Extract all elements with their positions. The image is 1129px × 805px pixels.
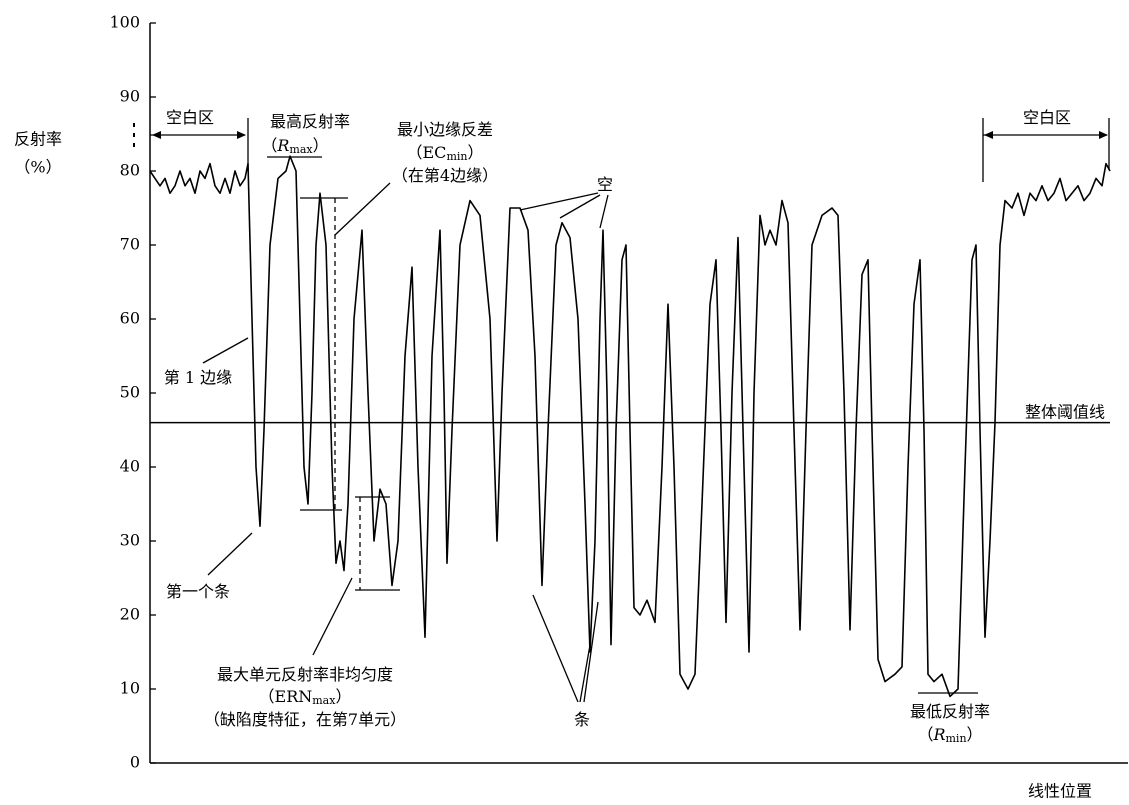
axis-break [133, 133, 135, 137]
annotation: 空白区 [166, 108, 214, 127]
leader [519, 192, 599, 211]
y-axis-label: 反射率 [14, 130, 62, 149]
annotation-part: （EC [407, 143, 447, 162]
annotation: （ECmin） [407, 143, 484, 164]
leader [312, 577, 353, 656]
y-tick-label: 10 [120, 679, 140, 698]
annotation-part: ） [967, 725, 983, 744]
annotation-part: （ [261, 136, 277, 155]
annotation-part: 最低反射率 [910, 702, 990, 721]
leader [583, 601, 599, 703]
annotation-part: ） [467, 143, 483, 162]
annotation-part: ） [313, 136, 329, 155]
annotation: （Rmin） [917, 725, 982, 746]
annotation-part: 最大单元反射率非均匀度 [217, 665, 393, 684]
y-tick-label: 30 [120, 531, 140, 550]
annotation: （Rmax） [261, 136, 328, 157]
threshold-label: 整体阈值线 [1025, 403, 1105, 422]
annotation-part: max [312, 694, 336, 707]
annotation-part: （在第4边缘） [392, 166, 498, 185]
y-tick-label: 70 [120, 235, 140, 254]
y-tick-label: 100 [109, 13, 140, 32]
leader-lines [133, 118, 1110, 703]
annotation: （缺陷度特征，在第7单元） [204, 710, 406, 729]
annotation-part: min [446, 150, 467, 163]
annotation-part: （缺陷度特征，在第7单元） [204, 710, 406, 729]
annotation: 最大单元反射率非均匀度 [217, 665, 393, 684]
annotation-part: 空白区 [1023, 108, 1071, 127]
annotation: 最低反射率 [910, 702, 990, 721]
annotation-part: min [946, 732, 967, 745]
leader [334, 182, 391, 236]
axis-break [133, 143, 135, 147]
annotation: 第 1 边缘 [164, 368, 232, 387]
annotation-part: （ [917, 725, 933, 744]
y-tick-label: 90 [120, 87, 140, 106]
leader [202, 337, 249, 364]
annotation-part: R [932, 725, 945, 744]
annotation-part: ） [335, 687, 351, 706]
annotation: 最小边缘反差 [397, 120, 493, 139]
leader [599, 194, 609, 229]
annotation: （ERNmax） [259, 687, 352, 708]
annotation: 空 [597, 175, 613, 194]
leader [579, 644, 591, 703]
annotation-part: 空 [597, 175, 613, 194]
x-axis-label: 线性位置 [1028, 782, 1092, 801]
annotation-part: 第 1 边缘 [164, 368, 232, 387]
annotation-part: 第一个条 [166, 582, 230, 601]
annotation-part: max [289, 143, 313, 156]
y-tick-label: 40 [120, 457, 140, 476]
y-tick-label: 80 [120, 161, 140, 180]
annotation-part: （ERN [259, 687, 313, 706]
reflectance-line [149, 155, 1111, 698]
leader [207, 532, 253, 576]
y-tick-label: 50 [120, 383, 140, 402]
annotation-part: R [276, 136, 289, 155]
annotation-part: 空白区 [166, 108, 214, 127]
annotation-part: 条 [574, 710, 590, 729]
y-tick-label: 0 [130, 753, 140, 772]
annotation-part: 最高反射率 [270, 112, 350, 131]
y-tick-label: 60 [120, 309, 140, 328]
leader [559, 194, 601, 219]
annotation: （在第4边缘） [392, 166, 498, 185]
annotation-part: 最小边缘反差 [397, 120, 493, 139]
annotation: 条 [574, 710, 590, 729]
annotation: 最高反射率 [270, 112, 350, 131]
axis-break [133, 123, 135, 127]
y-axis-label: （%） [14, 158, 61, 177]
leader [532, 594, 579, 703]
annotation: 第一个条 [166, 582, 230, 601]
y-tick-label: 20 [120, 605, 140, 624]
annotation: 空白区 [1023, 108, 1071, 127]
